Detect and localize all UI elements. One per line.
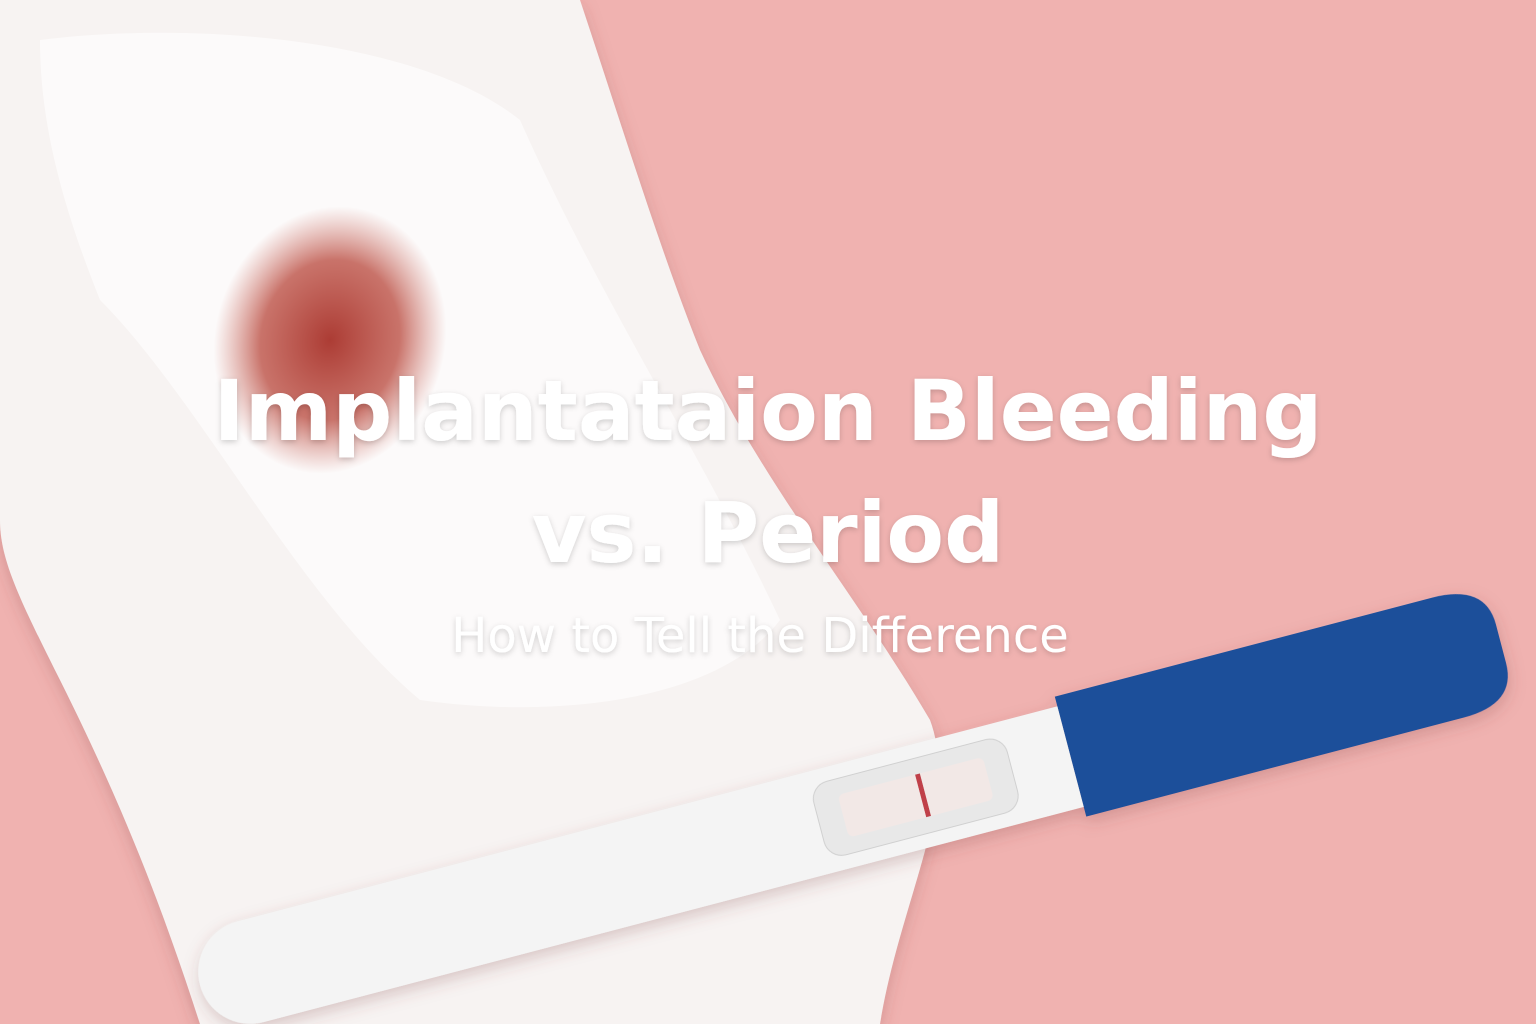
stain [213,206,447,474]
pregnancy-test [198,594,1508,1024]
title-line-2: vs. Period [532,484,1005,582]
test-window [838,758,993,837]
test-line [915,773,932,818]
headline: Implantataion Bleeding vs. Period How to… [213,362,1322,664]
title-line-1: Implantataion Bleeding [213,362,1322,460]
subtitle: How to Tell the Difference [451,608,1069,664]
test-cap [1054,594,1508,817]
